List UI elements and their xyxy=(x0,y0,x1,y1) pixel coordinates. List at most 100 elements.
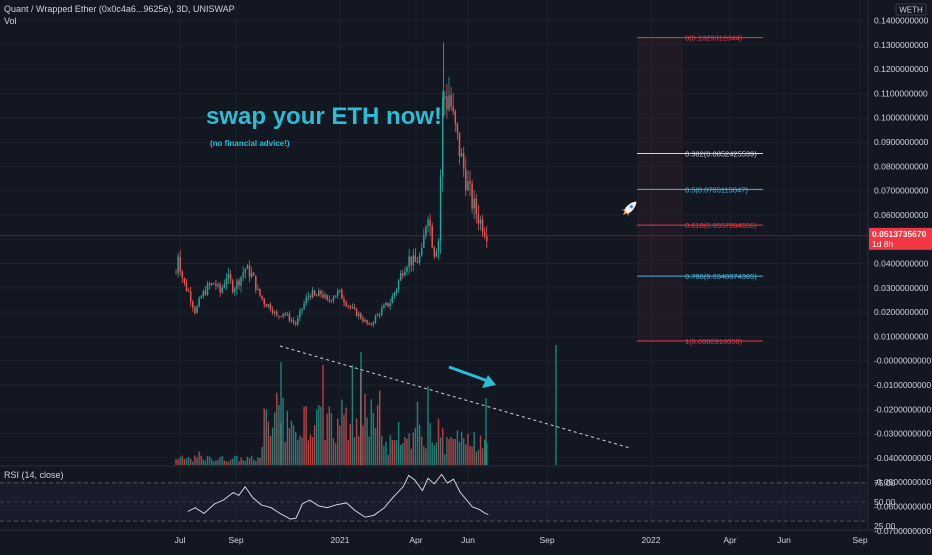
candle-body xyxy=(183,277,186,283)
volume-bar xyxy=(242,460,244,465)
candle-body xyxy=(181,271,184,278)
candle-body xyxy=(412,255,415,266)
volume-bar xyxy=(408,433,410,465)
candle-body xyxy=(238,280,240,286)
volume-bar xyxy=(393,440,396,465)
price-axis-label: 0.0100000000 xyxy=(874,331,929,341)
candle-body xyxy=(259,288,261,296)
candle-body xyxy=(208,283,211,286)
volume-bar xyxy=(479,435,482,465)
candle-body xyxy=(402,273,404,276)
volume-bar xyxy=(192,461,194,465)
volume-bar xyxy=(423,446,425,465)
candle-body xyxy=(366,320,368,324)
price-axis-label: -0.0600000000 xyxy=(874,502,931,512)
volume-bar xyxy=(334,443,337,465)
volume-bar xyxy=(261,447,263,465)
volume-bar xyxy=(324,439,326,465)
candle-body xyxy=(297,317,299,325)
candle-body xyxy=(179,256,181,272)
candle-body xyxy=(227,274,230,279)
volume-bar xyxy=(206,456,209,465)
volume-bar xyxy=(463,438,465,465)
candle-body xyxy=(248,265,251,277)
candle-body xyxy=(303,303,305,309)
volume-bar xyxy=(244,460,246,465)
volume-bar xyxy=(458,442,461,465)
volume-bar xyxy=(429,423,431,465)
volume-bar xyxy=(267,421,270,465)
volume-bar xyxy=(303,406,305,465)
price-axis-label: -0.0400000000 xyxy=(874,453,931,463)
volume-bar xyxy=(259,457,261,465)
candle-body xyxy=(481,219,484,233)
candle-body xyxy=(210,283,213,286)
price-axis-label: 0.0400000000 xyxy=(874,259,929,269)
volume-bar xyxy=(274,412,276,465)
candle-body xyxy=(276,311,278,316)
volume-bar xyxy=(456,430,459,465)
price-axis-label: 0.0200000000 xyxy=(874,307,929,317)
volume-bar xyxy=(460,431,463,465)
candle-body xyxy=(294,322,297,325)
candle-body xyxy=(326,295,328,300)
volume-bar xyxy=(355,418,358,465)
rocket-icon xyxy=(620,201,637,218)
volume-bar xyxy=(347,439,349,465)
volume-bar xyxy=(421,436,423,465)
volume-bar xyxy=(376,405,379,465)
candle-body xyxy=(471,183,473,209)
candle-body xyxy=(330,300,333,302)
volume-bar xyxy=(190,459,192,465)
volume-bar xyxy=(448,439,450,465)
candle-body xyxy=(353,307,356,309)
volume-bar xyxy=(387,454,389,465)
candle-body xyxy=(341,289,343,299)
volume-bar xyxy=(213,461,215,465)
candle-body xyxy=(271,309,274,314)
volume-bar xyxy=(404,437,406,465)
volume-bar xyxy=(353,437,356,465)
candle-body xyxy=(444,96,446,99)
volume-bar xyxy=(217,459,219,465)
fib-level-label: 0.786(0.0348074365) xyxy=(685,272,757,281)
time-axis-label: Sep xyxy=(228,535,243,545)
candle-body xyxy=(385,302,387,306)
candle-body xyxy=(345,302,347,306)
volume-bar xyxy=(345,407,347,465)
volume-bar xyxy=(295,432,297,465)
fib-level-label: 0.618(0.0557804556) xyxy=(685,221,757,230)
volume-bar xyxy=(351,365,354,465)
volume-bar xyxy=(383,446,385,465)
price-axis-label: 0.0800000000 xyxy=(874,161,929,171)
candle-body xyxy=(429,219,431,226)
candle-body xyxy=(477,213,480,224)
volume-bar xyxy=(484,439,486,465)
symbol-title[interactable]: Quant / Wrapped Ether (0x0c4a6...9625e),… xyxy=(4,4,235,14)
candle-body xyxy=(309,296,312,298)
volume-bar xyxy=(185,458,188,465)
candle-body xyxy=(360,313,362,319)
candle-body xyxy=(278,315,280,317)
time-axis-label: Sep xyxy=(539,535,554,545)
candle-body xyxy=(473,198,475,209)
candle-body xyxy=(435,251,438,257)
volume-bar xyxy=(450,436,452,465)
volume-trend-line xyxy=(279,345,631,449)
candle-body xyxy=(431,225,433,248)
volume-bar xyxy=(465,444,467,465)
headline-annotation: swap your ETH now! xyxy=(206,103,442,130)
candle-body xyxy=(305,297,307,304)
candle-body xyxy=(427,219,429,227)
candle-body xyxy=(322,294,324,298)
candle-body xyxy=(244,268,247,273)
candle-body xyxy=(177,256,179,274)
volume-bar xyxy=(318,405,320,465)
volume-bar xyxy=(204,460,207,465)
arrow-down-right-icon xyxy=(448,365,489,383)
candle-body xyxy=(273,311,276,314)
candle-body xyxy=(336,290,339,296)
candle-body xyxy=(383,305,385,309)
